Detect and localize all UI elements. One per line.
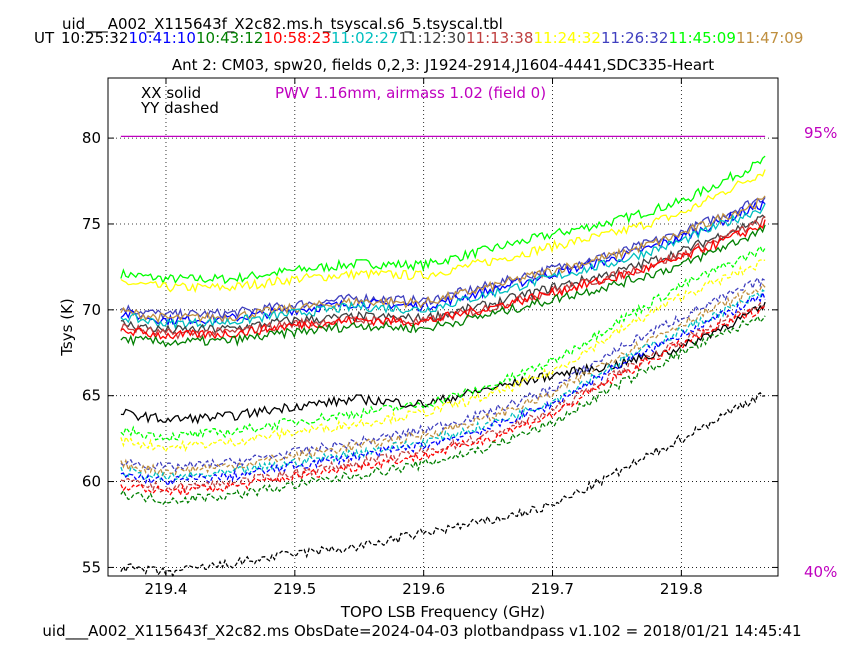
x-tick-label-1: 219.5: [273, 580, 316, 598]
time-label-8: 11:26:32: [601, 29, 668, 47]
time-label-1: 10:41:10: [129, 29, 196, 47]
legend-xx: XX solid: [141, 84, 201, 102]
axis-ticks: 219.4 219.5 219.6 219.7 219.8 55 60 65 70 75 80: [82, 78, 778, 598]
time-label-6: 11:13:38: [466, 29, 533, 47]
ut-label: UT: [34, 29, 55, 47]
time-label-4: 11:02:27: [331, 29, 398, 47]
time-label-10: 11:47:09: [736, 29, 803, 47]
series-yy-18: [120, 306, 766, 497]
transmission-top-label: 95%: [804, 124, 837, 142]
filename-title: uid___A002_X115643f_X2c82.ms.h_tsyscal.s…: [62, 15, 503, 34]
grid: [108, 78, 778, 576]
y-tick-label-3: 70: [82, 301, 101, 319]
series-xx-9: [120, 224, 766, 348]
series-yy-20: [120, 391, 766, 578]
series-xx-6: [120, 214, 766, 335]
transmission-bottom-label: 40%: [804, 563, 837, 581]
time-label-5: 11:12:30: [399, 29, 466, 47]
series-xx-1: [120, 169, 766, 294]
y-tick-label-0: 55: [82, 558, 101, 576]
x-axis-label: TOPO LSB Frequency (GHz): [340, 603, 545, 621]
legend-yy: YY dashed: [140, 99, 219, 117]
plot-frame: [107, 77, 779, 577]
y-tick-label-5: 80: [82, 129, 101, 147]
series-yy-19: [120, 315, 766, 506]
series-yy-11: [120, 245, 766, 443]
pwv-annotation: PWV 1.16mm, airmass 1.02 (field 0): [275, 84, 546, 102]
time-label-0: 10:25:32: [61, 29, 128, 47]
series-xx-2: [120, 197, 766, 320]
y-tick-label-4: 75: [82, 215, 101, 233]
series-yy-17: [120, 301, 766, 494]
series-xx-8: [120, 219, 766, 340]
time-label-9: 11:45:09: [669, 29, 736, 47]
time-label-3: 10:58:23: [264, 29, 331, 47]
series-yy-12: [120, 259, 766, 453]
series-xx-5: [120, 203, 766, 330]
footer-text: uid___A002_X115643f_X2c82.ms ObsDate=202…: [42, 622, 801, 641]
x-tick-label-4: 219.8: [660, 580, 703, 598]
x-tick-label-0: 219.4: [145, 580, 188, 598]
y-tick-label-2: 65: [82, 387, 101, 405]
chart-title: Ant 2: CM03, spw20, fields 0,2,3: J1924-…: [172, 56, 714, 74]
series-yy-13: [120, 276, 766, 473]
time-label-7: 11:24:32: [534, 29, 601, 47]
time-label-2: 10:43:12: [196, 29, 263, 47]
y-axis-label: Tsys (K): [58, 298, 76, 357]
x-tick-label-3: 219.7: [531, 580, 574, 598]
series-yy-14: [120, 283, 766, 477]
series-xx-0: [120, 155, 766, 285]
plot-area: [120, 135, 766, 578]
series-yy-16: [120, 290, 766, 488]
x-tick-label-2: 219.6: [402, 580, 445, 598]
time-legend: 10:25:32 10:41:10 10:43:12 10:58:23 11:02:27…: [61, 29, 803, 47]
y-tick-label-1: 60: [82, 473, 101, 491]
